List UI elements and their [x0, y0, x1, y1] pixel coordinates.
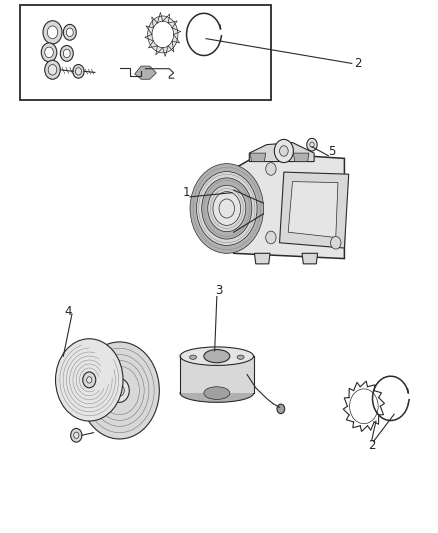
- Circle shape: [219, 199, 235, 218]
- Circle shape: [64, 49, 70, 58]
- Polygon shape: [302, 253, 318, 264]
- Circle shape: [73, 64, 84, 78]
- Text: 2: 2: [353, 57, 361, 70]
- Circle shape: [279, 146, 288, 156]
- Circle shape: [152, 21, 173, 47]
- Circle shape: [202, 178, 252, 239]
- Text: 4: 4: [64, 305, 71, 318]
- Circle shape: [45, 60, 60, 79]
- Circle shape: [307, 139, 317, 151]
- Circle shape: [47, 26, 58, 39]
- Circle shape: [277, 404, 285, 414]
- Circle shape: [350, 389, 378, 424]
- Text: 3: 3: [215, 284, 223, 297]
- Polygon shape: [250, 153, 266, 161]
- Ellipse shape: [83, 372, 96, 388]
- Ellipse shape: [110, 378, 129, 402]
- Polygon shape: [234, 153, 344, 259]
- Circle shape: [45, 47, 53, 58]
- Circle shape: [66, 28, 73, 37]
- Ellipse shape: [190, 355, 197, 359]
- Circle shape: [197, 172, 257, 245]
- Ellipse shape: [87, 377, 92, 383]
- Circle shape: [64, 25, 76, 40]
- Circle shape: [48, 64, 57, 75]
- Polygon shape: [254, 253, 270, 264]
- Polygon shape: [293, 153, 309, 161]
- Ellipse shape: [180, 347, 254, 366]
- Circle shape: [208, 185, 246, 232]
- Text: 2: 2: [368, 439, 375, 453]
- Ellipse shape: [204, 387, 230, 399]
- Ellipse shape: [204, 350, 230, 363]
- Circle shape: [331, 237, 341, 249]
- Circle shape: [266, 231, 276, 244]
- Text: 1: 1: [183, 186, 191, 199]
- Polygon shape: [288, 182, 338, 238]
- Circle shape: [75, 68, 81, 75]
- Circle shape: [74, 432, 79, 439]
- Bar: [180, 356, 254, 393]
- Ellipse shape: [80, 342, 159, 439]
- Polygon shape: [134, 66, 156, 79]
- Ellipse shape: [180, 384, 254, 402]
- Ellipse shape: [115, 385, 124, 396]
- Ellipse shape: [237, 355, 244, 359]
- Circle shape: [71, 429, 82, 442]
- Circle shape: [266, 163, 276, 175]
- Bar: [20, 5, 271, 100]
- Circle shape: [41, 43, 57, 62]
- Circle shape: [60, 45, 73, 61]
- Circle shape: [213, 191, 240, 225]
- Polygon shape: [279, 172, 349, 248]
- Polygon shape: [249, 142, 314, 161]
- Circle shape: [190, 164, 264, 253]
- Circle shape: [274, 140, 293, 163]
- Ellipse shape: [56, 339, 123, 421]
- Circle shape: [43, 21, 62, 44]
- Text: 5: 5: [328, 145, 335, 158]
- Circle shape: [148, 16, 178, 53]
